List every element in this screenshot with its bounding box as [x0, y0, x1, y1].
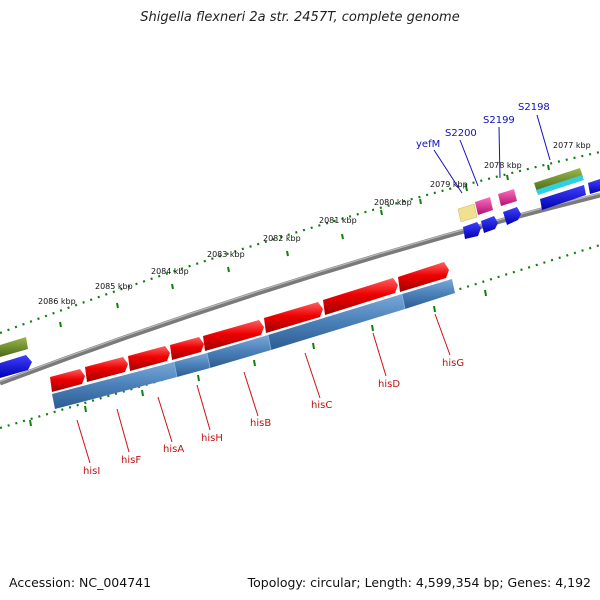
lower-callout-lines [76, 313, 451, 464]
his-cds-track [50, 262, 449, 392]
blue-small-1 [463, 222, 481, 239]
ruler-tick-label: 2083 kbp [207, 250, 245, 259]
cds-arrow [398, 262, 449, 292]
ruler-tick-label: 2077 kbp [553, 141, 591, 150]
gene-label-hisB: hisB [250, 418, 271, 429]
gene-label-hisC: hisC [311, 400, 332, 411]
gene-label-S2198: S2198 [518, 102, 550, 113]
genome-summary-text: Topology: circular; Length: 4,599,354 bp… [247, 575, 591, 590]
ruler-tick-label: 2085 kbp [95, 282, 133, 291]
left-olive-feature [0, 337, 28, 357]
operon-segment [52, 362, 177, 409]
blue-gene-feature-right [588, 179, 600, 194]
left-blue-feature [0, 355, 32, 378]
ruler-tick-label: 2084 kbp [151, 267, 189, 276]
cds-arrow [323, 278, 398, 315]
outer-major-ticks [59, 164, 550, 328]
cds-arrow [85, 357, 128, 382]
olive-feature [534, 168, 583, 192]
operon-segment [207, 335, 271, 368]
gene-label-hisH: hisH [201, 433, 223, 444]
inner-major-ticks [29, 289, 487, 427]
gene-label-hisI: hisI [83, 466, 100, 477]
gene-label-hisF: hisF [121, 455, 141, 466]
ruler-tick-label: 2081 kbp [319, 216, 357, 225]
cds-arrow [128, 346, 170, 371]
operon-dividers [173, 293, 406, 378]
ruler-tick-label: 2078 kbp [484, 161, 522, 170]
S2199-feature [498, 189, 517, 206]
cds-arrow [203, 320, 264, 351]
cyan-feature [536, 175, 584, 195]
blue-small-2 [481, 216, 498, 233]
cds-arrow [170, 337, 204, 360]
gene-label-hisD: hisD [378, 379, 400, 390]
ruler-tick-label: 2079 kbp [430, 180, 468, 189]
gene-label-S2200: S2200 [445, 128, 477, 139]
cds-arrow [264, 302, 323, 333]
gene-label-hisA: hisA [163, 444, 184, 455]
blue-gene-feature [540, 185, 586, 210]
operon-segment [402, 279, 455, 309]
upper-callout-lines [433, 114, 551, 194]
accession-text: Accession: NC_004741 [9, 575, 152, 590]
ruler-tick-label: 2086 kbp [38, 297, 76, 306]
gene-label-hisG: hisG [442, 358, 464, 369]
ruler-tick-label: 2082 kbp [263, 234, 301, 243]
operon-segment [174, 353, 210, 377]
yefM-feature [457, 203, 478, 223]
S2200-feature [475, 197, 493, 215]
gene-label-yefM: yefM [416, 139, 440, 150]
map-title: Shigella flexneri 2a str. 2457T, complet… [140, 10, 460, 25]
his-operon-track [52, 279, 455, 409]
cds-arrow [50, 369, 85, 392]
operon-segment [268, 294, 405, 350]
blue-small-3 [503, 207, 521, 225]
ruler-tick-label: 2080 kbp [374, 198, 412, 207]
gene-label-S2199: S2199 [483, 115, 515, 126]
